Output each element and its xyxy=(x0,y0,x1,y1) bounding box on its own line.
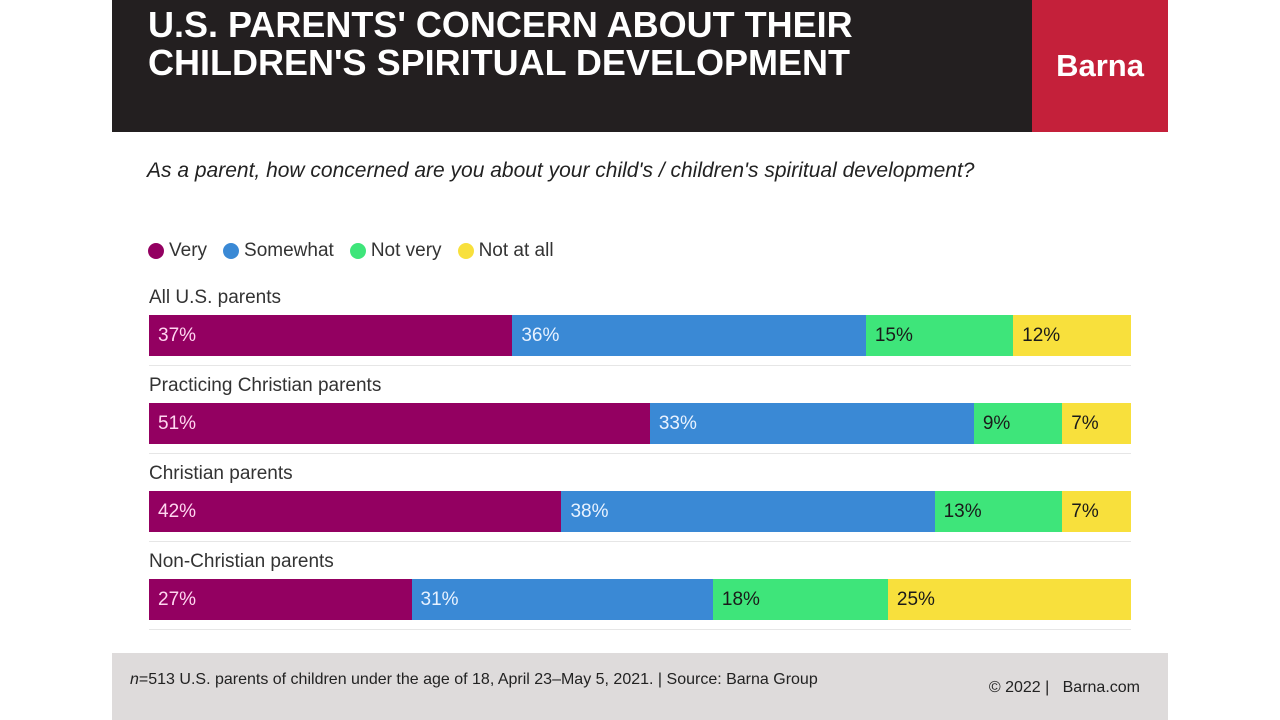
data-label: 36% xyxy=(521,324,560,346)
bar-segment: 15% xyxy=(865,315,1014,356)
source-text: =513 U.S. parents of children under the … xyxy=(138,671,818,688)
data-label: 18% xyxy=(721,588,760,610)
data-label: 33% xyxy=(658,412,697,434)
category-label: Non-Christian parents xyxy=(149,551,334,572)
sample-n: n xyxy=(130,671,139,688)
data-label: 42% xyxy=(158,500,197,522)
data-label: 9% xyxy=(982,412,1011,434)
bar-segment: 37% xyxy=(149,315,513,356)
legend-dot xyxy=(223,243,240,259)
stacked-bar: 42% 38% 13% 7% xyxy=(149,491,1131,532)
bar-segment: 7% xyxy=(1062,403,1131,444)
legend-item: Somewhat xyxy=(223,240,334,262)
legend-dot xyxy=(349,243,366,259)
legend-item: Not very xyxy=(349,240,442,262)
legend-item: Not at all xyxy=(457,240,554,262)
data-label: 7% xyxy=(1071,412,1099,434)
bar-segment: 7% xyxy=(1062,491,1131,532)
bar-segment: 27% xyxy=(149,579,412,620)
footer: n=513 U.S. parents of children under the… xyxy=(112,653,1168,720)
data-label: 7% xyxy=(1071,500,1099,522)
legend-label: Not at all xyxy=(478,240,554,261)
row-divider xyxy=(149,453,1131,454)
legend-label: Somewhat xyxy=(244,240,334,261)
stacked-bar: 51% 33% 9% 7% xyxy=(149,403,1131,444)
bar-segment: 18% xyxy=(712,579,888,620)
data-label: 37% xyxy=(158,324,197,346)
bar-segment: 33% xyxy=(649,403,974,444)
category-label: Practicing Christian parents xyxy=(149,375,382,396)
legend-label: Very xyxy=(169,240,208,261)
legend-dot xyxy=(457,243,474,259)
copyright: © 2022 | Barna.com xyxy=(988,679,1140,696)
row-divider xyxy=(149,365,1131,366)
legend: Very Somewhat Not very Not at all xyxy=(148,240,554,262)
data-label: 51% xyxy=(158,412,197,434)
category-label: Christian parents xyxy=(149,463,293,484)
legend-item: Very xyxy=(148,240,207,262)
data-label: 31% xyxy=(420,588,459,610)
bar-segment: 36% xyxy=(512,315,866,356)
data-label: 15% xyxy=(874,324,913,346)
data-label: 27% xyxy=(158,588,197,610)
bar-segment: 38% xyxy=(561,491,935,532)
legend-label: Not very xyxy=(370,240,442,261)
category-label: All U.S. parents xyxy=(149,287,281,308)
source-note: n=513 U.S. parents of children under the… xyxy=(130,669,930,690)
chart-title: U.S. PARENTS' CONCERN ABOUT THEIR CHILDR… xyxy=(148,4,853,83)
data-label: 25% xyxy=(896,588,935,610)
bar-segment: 42% xyxy=(149,491,562,532)
legend-dot xyxy=(148,243,164,259)
bar-segment: 9% xyxy=(973,403,1063,444)
data-label: 38% xyxy=(570,500,609,522)
row-divider xyxy=(149,629,1131,630)
bar-segment: 12% xyxy=(1013,315,1131,356)
bar-segment: 25% xyxy=(887,579,1131,620)
brand-logo: Barna xyxy=(1032,0,1168,132)
bar-segment: 13% xyxy=(934,491,1063,532)
bar-segment: 31% xyxy=(411,579,713,620)
header-banner: U.S. PARENTS' CONCERN ABOUT THEIR CHILDR… xyxy=(112,0,1032,132)
stacked-bar: 27% 31% 18% 25% xyxy=(149,579,1131,620)
chart-subtitle: As a parent, how concerned are you about… xyxy=(147,159,975,182)
data-label: 13% xyxy=(943,500,982,522)
bar-segment: 51% xyxy=(149,403,650,444)
data-label: 12% xyxy=(1022,324,1061,346)
stacked-bar: 37% 36% 15% 12% xyxy=(149,315,1131,356)
row-divider xyxy=(149,541,1131,542)
infographic-card: U.S. PARENTS' CONCERN ABOUT THEIR CHILDR… xyxy=(112,0,1168,720)
